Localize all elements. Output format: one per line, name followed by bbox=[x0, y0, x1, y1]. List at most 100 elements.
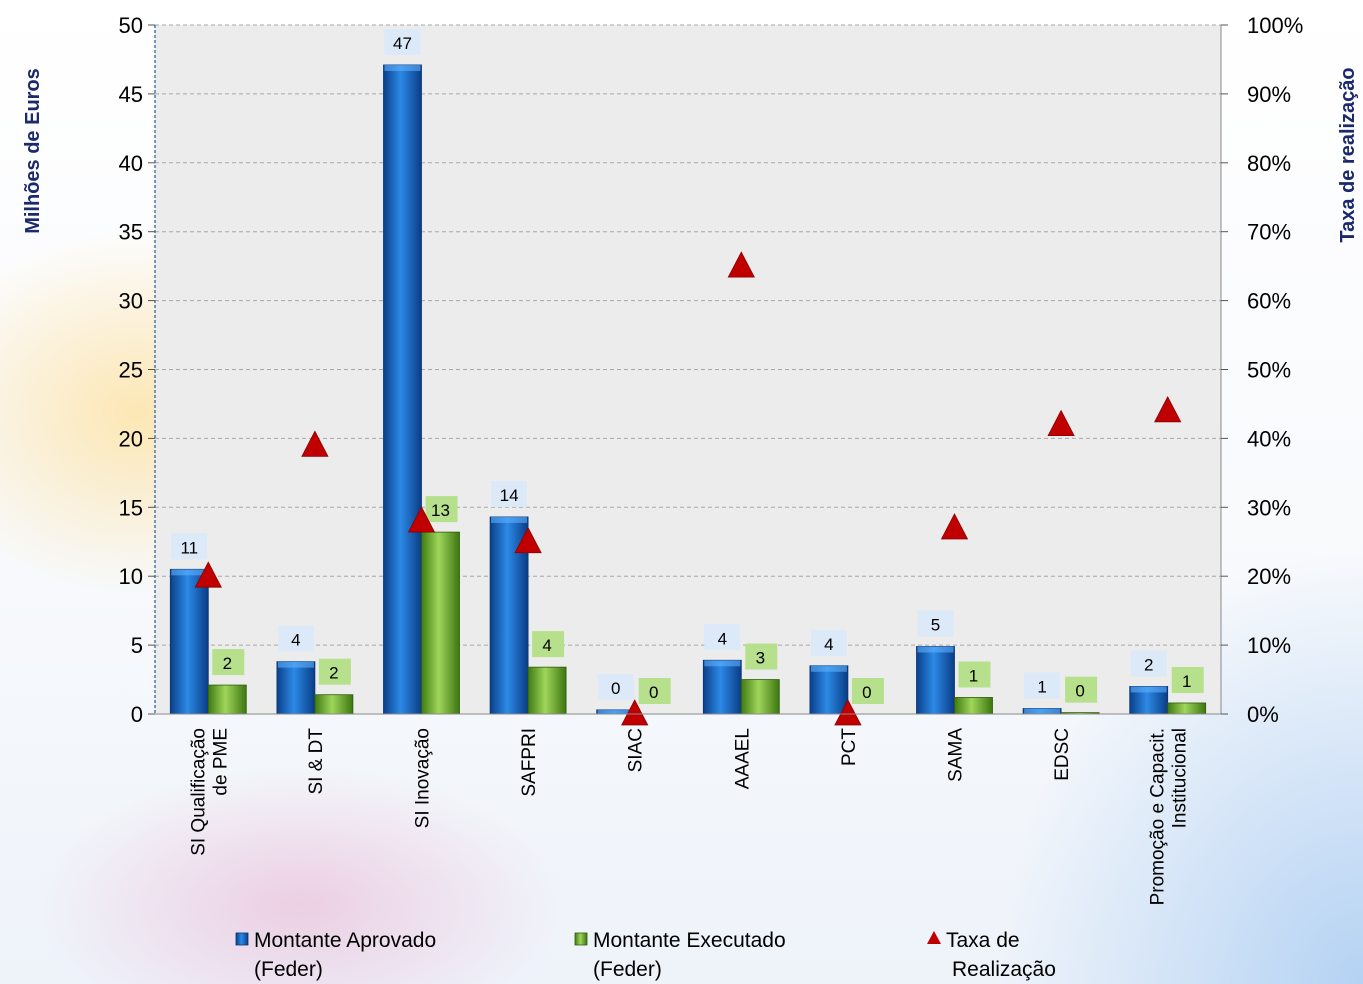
category-label: EDSC bbox=[1052, 728, 1073, 781]
category-label: SAMA bbox=[946, 728, 967, 782]
value-label-approved: 47 bbox=[393, 34, 412, 53]
right-tick-label: 60% bbox=[1247, 289, 1291, 314]
label-bg-approved bbox=[704, 624, 741, 651]
rate-marker bbox=[514, 526, 542, 554]
value-label-executed: 1 bbox=[969, 666, 978, 685]
legend: Montante Aprovado (Feder) Montante Executa… bbox=[235, 929, 1056, 981]
category-label: AAAEL bbox=[732, 728, 753, 789]
legend-marker-rate bbox=[927, 931, 941, 944]
legend-label: Realização bbox=[952, 958, 1056, 981]
bar-executed bbox=[421, 531, 460, 715]
rate-markers bbox=[194, 251, 1182, 726]
left-tick-label: 25 bbox=[119, 358, 143, 383]
legend-label: Montante Aprovado bbox=[254, 929, 436, 952]
value-label-approved: 0 bbox=[611, 679, 620, 698]
rate-marker bbox=[621, 699, 649, 726]
label-bg-executed bbox=[212, 649, 245, 676]
rate-marker bbox=[940, 513, 969, 540]
left-tick-label: 20 bbox=[119, 426, 143, 451]
bar-approved bbox=[702, 659, 742, 715]
legend-label: (Feder) bbox=[254, 958, 323, 981]
label-bg-approved bbox=[810, 629, 847, 656]
right-tick-label: 80% bbox=[1247, 151, 1291, 176]
bar-approved bbox=[809, 665, 849, 715]
label-bg-executed bbox=[638, 678, 671, 704]
bar-approved bbox=[916, 646, 955, 715]
label-bg-executed bbox=[851, 678, 884, 704]
label-bg-approved bbox=[277, 625, 314, 652]
bar-executed bbox=[740, 679, 780, 715]
rate-marker bbox=[301, 430, 329, 457]
gridlines bbox=[155, 24, 1221, 646]
right-tick-label: 70% bbox=[1247, 220, 1291, 245]
legend-label: (Feder) bbox=[593, 958, 662, 981]
bar-executed bbox=[527, 666, 567, 715]
category-label: Promoção e Capacit. bbox=[1148, 728, 1169, 905]
right-tick-label: 20% bbox=[1247, 564, 1291, 589]
right-axis-title: Taxa de realização bbox=[1337, 67, 1359, 242]
legend-label: Taxa de bbox=[946, 929, 1020, 952]
value-label-approved: 1 bbox=[1037, 677, 1046, 696]
bar-approved-highlight bbox=[491, 516, 528, 523]
right-tick-label: 50% bbox=[1247, 358, 1291, 383]
left-axis-ticks: 0 5 10 15 20 25 30 35 40 45 50 bbox=[119, 13, 155, 727]
category-label: Institucional bbox=[1170, 728, 1191, 828]
category-label: SI & DT bbox=[306, 728, 327, 795]
bar-approved bbox=[169, 568, 209, 715]
bar-executed bbox=[1167, 702, 1207, 715]
left-tick-label: 40 bbox=[119, 151, 143, 176]
rate-marker bbox=[1047, 409, 1075, 437]
rate-marker bbox=[407, 506, 436, 533]
label-bg-approved bbox=[1024, 672, 1061, 699]
value-label-executed: 0 bbox=[649, 683, 658, 702]
value-label-executed: 4 bbox=[542, 636, 551, 655]
category-label: SIAC bbox=[626, 728, 647, 772]
label-bg-executed bbox=[745, 643, 778, 670]
label-bg-executed bbox=[1171, 666, 1204, 693]
left-tick-label: 10 bbox=[119, 564, 143, 589]
category-label: SI Inovação bbox=[413, 728, 434, 828]
value-label-executed: 0 bbox=[1075, 682, 1084, 701]
legend-marker-approved bbox=[235, 932, 249, 946]
left-axis-title: Milhões de Euros bbox=[22, 68, 44, 234]
bar-approved-highlight bbox=[1130, 686, 1167, 693]
right-tick-label: 30% bbox=[1247, 495, 1291, 520]
label-bg-executed bbox=[532, 631, 565, 658]
category-label: de PME bbox=[210, 728, 231, 796]
bar-approved-highlight bbox=[384, 64, 421, 71]
bar-approved bbox=[276, 661, 316, 715]
value-label-approved: 2 bbox=[1144, 655, 1153, 674]
right-tick-label: 10% bbox=[1247, 633, 1291, 658]
rate-marker bbox=[727, 251, 755, 278]
value-label-approved: 11 bbox=[180, 538, 198, 557]
label-bg-approved bbox=[384, 28, 421, 55]
value-label-approved: 4 bbox=[824, 635, 833, 654]
left-tick-label: 45 bbox=[119, 82, 143, 107]
right-tick-label: 0% bbox=[1247, 702, 1279, 727]
category-label: PCT bbox=[839, 728, 860, 766]
right-tick-label: 90% bbox=[1247, 82, 1291, 107]
right-tick-label: 100% bbox=[1247, 13, 1303, 38]
value-label-executed: 3 bbox=[756, 649, 765, 668]
left-tick-label: 5 bbox=[131, 633, 143, 658]
right-axis-ticks: 0% 10% 20% 30% 40% 50% 60% 70% 80% 90% 100% bbox=[1221, 13, 1303, 727]
value-label-executed: 0 bbox=[862, 683, 871, 702]
label-bg-approved bbox=[917, 610, 954, 637]
category-labels: SI Qualificação de PME SI & DT SI Inovação S… bbox=[188, 728, 1190, 906]
bar-approved-highlight bbox=[704, 660, 741, 667]
value-label-executed: 2 bbox=[223, 654, 232, 673]
left-tick-label: 15 bbox=[119, 495, 143, 520]
label-bg-approved bbox=[171, 533, 208, 560]
bar-executed bbox=[954, 697, 993, 715]
label-bg-executed bbox=[318, 658, 351, 685]
left-tick-label: 0 bbox=[131, 702, 143, 727]
label-bg-executed bbox=[958, 661, 991, 688]
bar-executed bbox=[207, 684, 247, 715]
label-bg-approved bbox=[597, 673, 634, 700]
legend-marker-executed bbox=[574, 932, 588, 946]
rate-marker bbox=[194, 561, 222, 588]
value-label-approved: 4 bbox=[718, 629, 727, 648]
category-label: SI Qualificação bbox=[188, 728, 209, 856]
left-tick-label: 35 bbox=[119, 220, 143, 245]
